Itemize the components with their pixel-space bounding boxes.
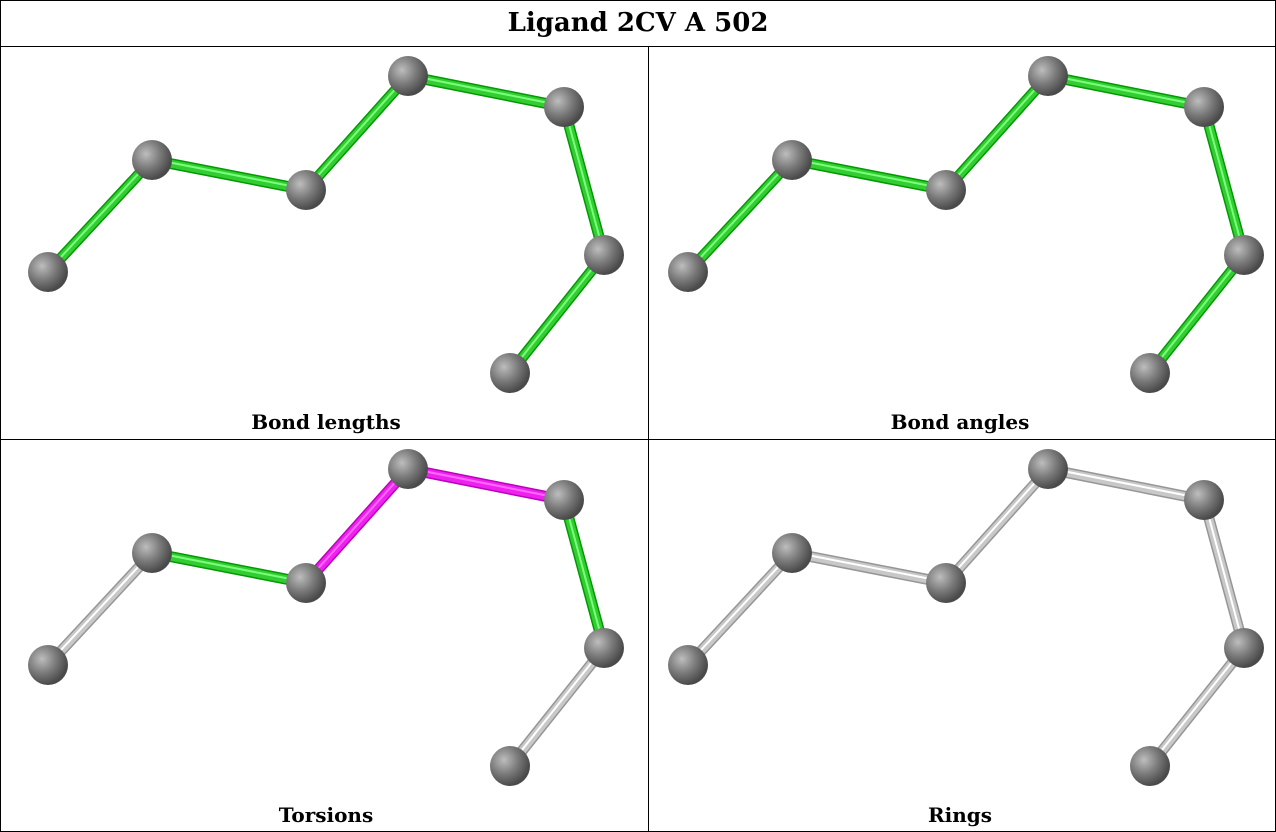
bond-2 bbox=[786, 154, 952, 196]
bond-1 bbox=[682, 154, 798, 278]
table-border-top bbox=[0, 0, 1276, 1]
atom-4 bbox=[388, 449, 428, 489]
atom-6 bbox=[584, 628, 624, 668]
atom-7 bbox=[1130, 746, 1170, 786]
panel-bond-lengths: Bond lengths bbox=[8, 50, 644, 436]
bond-6 bbox=[1144, 249, 1250, 379]
bond-6 bbox=[504, 249, 610, 379]
atom-2 bbox=[772, 533, 812, 573]
bond-2 bbox=[146, 547, 312, 589]
ligand-title: Ligand 2CV A 502 bbox=[507, 8, 769, 38]
bond-3 bbox=[300, 463, 414, 589]
atom-2 bbox=[132, 140, 172, 180]
bond-5 bbox=[558, 494, 610, 654]
bond-3 bbox=[940, 70, 1054, 196]
bond-4 bbox=[402, 463, 570, 506]
atom-3 bbox=[286, 170, 326, 210]
atom-5 bbox=[1184, 87, 1224, 127]
bond-5 bbox=[558, 101, 610, 261]
atom-7 bbox=[490, 353, 530, 393]
caption-torsions: Torsions bbox=[278, 803, 374, 827]
bond-5 bbox=[1198, 101, 1250, 261]
bond-3 bbox=[300, 70, 414, 196]
molecule-torsions bbox=[28, 449, 624, 786]
atom-5 bbox=[544, 480, 584, 520]
caption-bond-angles: Bond angles bbox=[890, 410, 1030, 434]
bond-4 bbox=[1042, 463, 1210, 506]
atom-3 bbox=[926, 563, 966, 603]
bond-3 bbox=[940, 463, 1054, 589]
panel-torsions: Torsions bbox=[8, 443, 644, 829]
atom-5 bbox=[544, 87, 584, 127]
panel-rings: Rings bbox=[650, 443, 1276, 829]
atom-2 bbox=[132, 533, 172, 573]
bond-4 bbox=[1042, 70, 1210, 113]
bond-2 bbox=[786, 547, 952, 589]
atom-7 bbox=[490, 746, 530, 786]
bond-1 bbox=[42, 154, 158, 278]
atom-4 bbox=[1028, 56, 1068, 96]
atom-1 bbox=[28, 252, 68, 292]
table-border-left bbox=[0, 0, 1, 832]
atom-4 bbox=[1028, 449, 1068, 489]
atom-3 bbox=[926, 170, 966, 210]
bond-6 bbox=[504, 642, 610, 772]
atom-4 bbox=[388, 56, 428, 96]
bond-1 bbox=[682, 547, 798, 671]
bond-2 bbox=[146, 154, 312, 196]
atom-1 bbox=[668, 252, 708, 292]
bond-5 bbox=[1198, 494, 1250, 654]
bond-1 bbox=[42, 547, 158, 671]
molecule-bond-angles bbox=[668, 56, 1264, 393]
caption-rings: Rings bbox=[927, 803, 992, 827]
molecule-bond-lengths bbox=[28, 56, 624, 393]
molecule-rings bbox=[668, 449, 1264, 786]
atom-6 bbox=[584, 235, 624, 275]
caption-bond-lengths: Bond lengths bbox=[251, 410, 401, 434]
atom-7 bbox=[1130, 353, 1170, 393]
bond-4 bbox=[402, 70, 570, 113]
title-separator bbox=[0, 46, 1276, 47]
atom-3 bbox=[286, 563, 326, 603]
atom-1 bbox=[668, 645, 708, 685]
atom-6 bbox=[1224, 628, 1264, 668]
atom-6 bbox=[1224, 235, 1264, 275]
atom-1 bbox=[28, 645, 68, 685]
panel-bond-angles: Bond angles bbox=[650, 50, 1276, 436]
atom-2 bbox=[772, 140, 812, 180]
atom-5 bbox=[1184, 480, 1224, 520]
row-separator bbox=[0, 439, 1276, 440]
bond-6 bbox=[1144, 642, 1250, 772]
column-separator bbox=[648, 46, 649, 832]
